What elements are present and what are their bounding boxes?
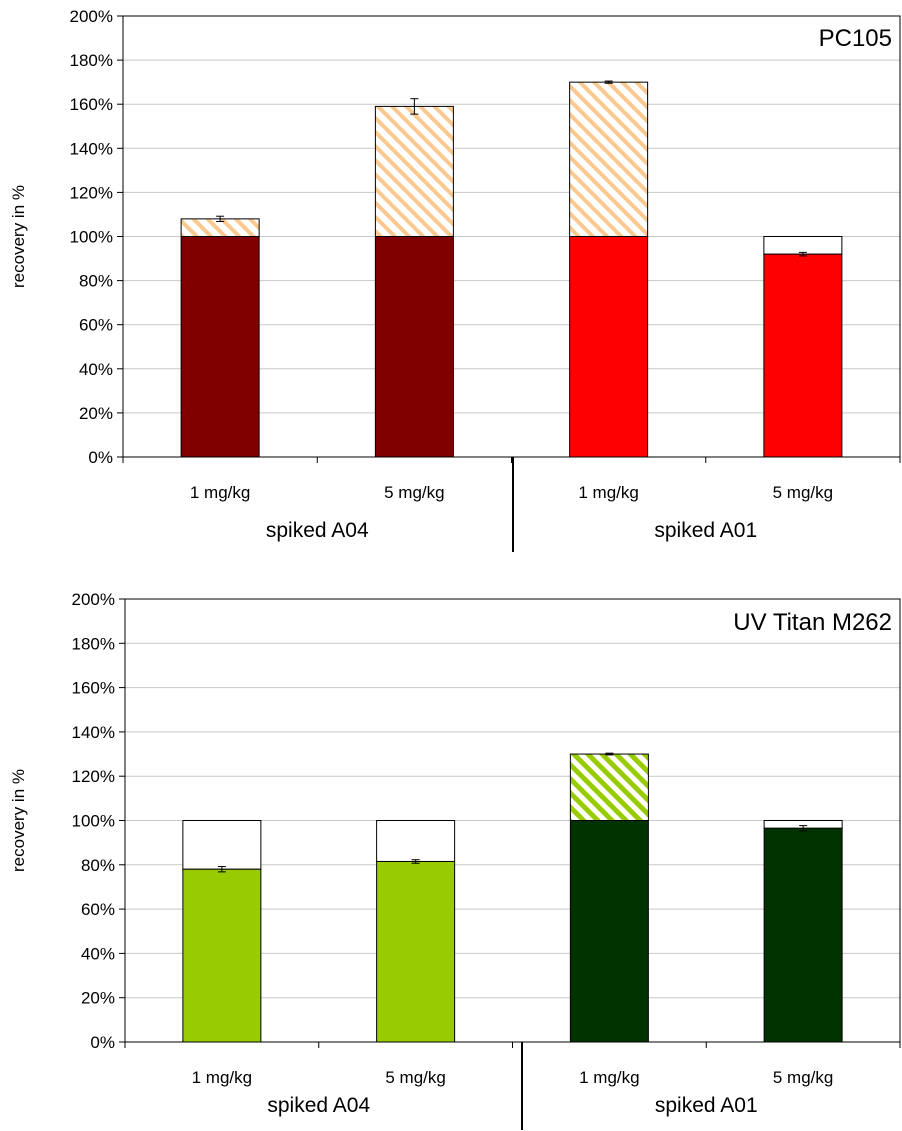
y-tick-label: 100%	[72, 812, 115, 831]
group-label: spiked A01	[655, 1094, 758, 1117]
x-tick-label: 1 mg/kg	[578, 483, 638, 502]
bar-segment-base	[182, 868, 262, 1043]
x-tick-label: 1 mg/kg	[190, 483, 250, 502]
bar-segment-upper	[569, 753, 649, 821]
y-axis-label: recovery in %	[9, 185, 28, 288]
y-tick-label: 180%	[70, 51, 113, 70]
group-label: spiked A01	[654, 519, 757, 542]
y-tick-label: 80%	[79, 272, 113, 291]
y-tick-label: 140%	[72, 723, 115, 742]
bar-segment-base	[763, 253, 843, 458]
chart-title: PC105	[819, 25, 892, 52]
bar-segment-base	[376, 860, 456, 1043]
y-tick-label: 40%	[81, 944, 115, 963]
x-tick-label: 1 mg/kg	[579, 1068, 639, 1087]
y-tick-label: 160%	[72, 679, 115, 698]
y-tick-label: 40%	[79, 360, 113, 379]
y-tick-label: 20%	[81, 989, 115, 1008]
y-tick-label: 180%	[72, 634, 115, 653]
chart-panel-pc105: 0% 20% 40% 60% 80% 100% 120% 140% 160% 180% 200% 1 …	[9, 7, 901, 552]
bar-segment-upper	[374, 105, 454, 237]
bar-segment-base	[374, 236, 454, 458]
y-tick-label: 200%	[70, 7, 113, 26]
bar-segment-upper	[376, 820, 456, 862]
y-tick-label: 0%	[90, 1033, 115, 1052]
bar-segment-base	[569, 820, 649, 1043]
y-tick-label: 140%	[70, 139, 113, 158]
bar-segment-upper	[182, 820, 262, 870]
chart-title: UV Titan M262	[733, 609, 892, 636]
y-tick-label: 80%	[81, 856, 115, 875]
group-label: spiked A04	[267, 1094, 370, 1117]
y-tick-label: 160%	[70, 95, 113, 114]
x-tick-label: 5 mg/kg	[773, 1068, 833, 1087]
y-tick-label: 60%	[79, 316, 113, 335]
y-tick-label: 200%	[72, 590, 115, 609]
y-tick-label: 100%	[70, 228, 113, 247]
x-tick-label: 5 mg/kg	[773, 483, 833, 502]
y-axis-label: recovery in %	[9, 769, 28, 872]
x-tick-label: 5 mg/kg	[385, 1068, 445, 1087]
x-tick-label: 1 mg/kg	[192, 1068, 252, 1087]
y-tick-label: 120%	[70, 183, 113, 202]
y-tick-label: 60%	[81, 900, 115, 919]
bar-segment-upper	[763, 236, 843, 255]
group-label: spiked A04	[266, 519, 369, 542]
y-tick-label: 120%	[72, 767, 115, 786]
bar-segment-base	[569, 236, 649, 458]
chart-panel-uv-titan-m262: 0% 20% 40% 60% 80% 100% 120% 140% 160% 180% 200% 1 …	[9, 590, 901, 1130]
y-tick-label: 20%	[79, 404, 113, 423]
bar-segment-upper	[569, 81, 649, 238]
bar-segment-base	[180, 236, 260, 458]
bar-segment-base	[763, 827, 843, 1043]
y-tick-label: 0%	[88, 448, 113, 467]
x-tick-label: 5 mg/kg	[384, 483, 444, 502]
